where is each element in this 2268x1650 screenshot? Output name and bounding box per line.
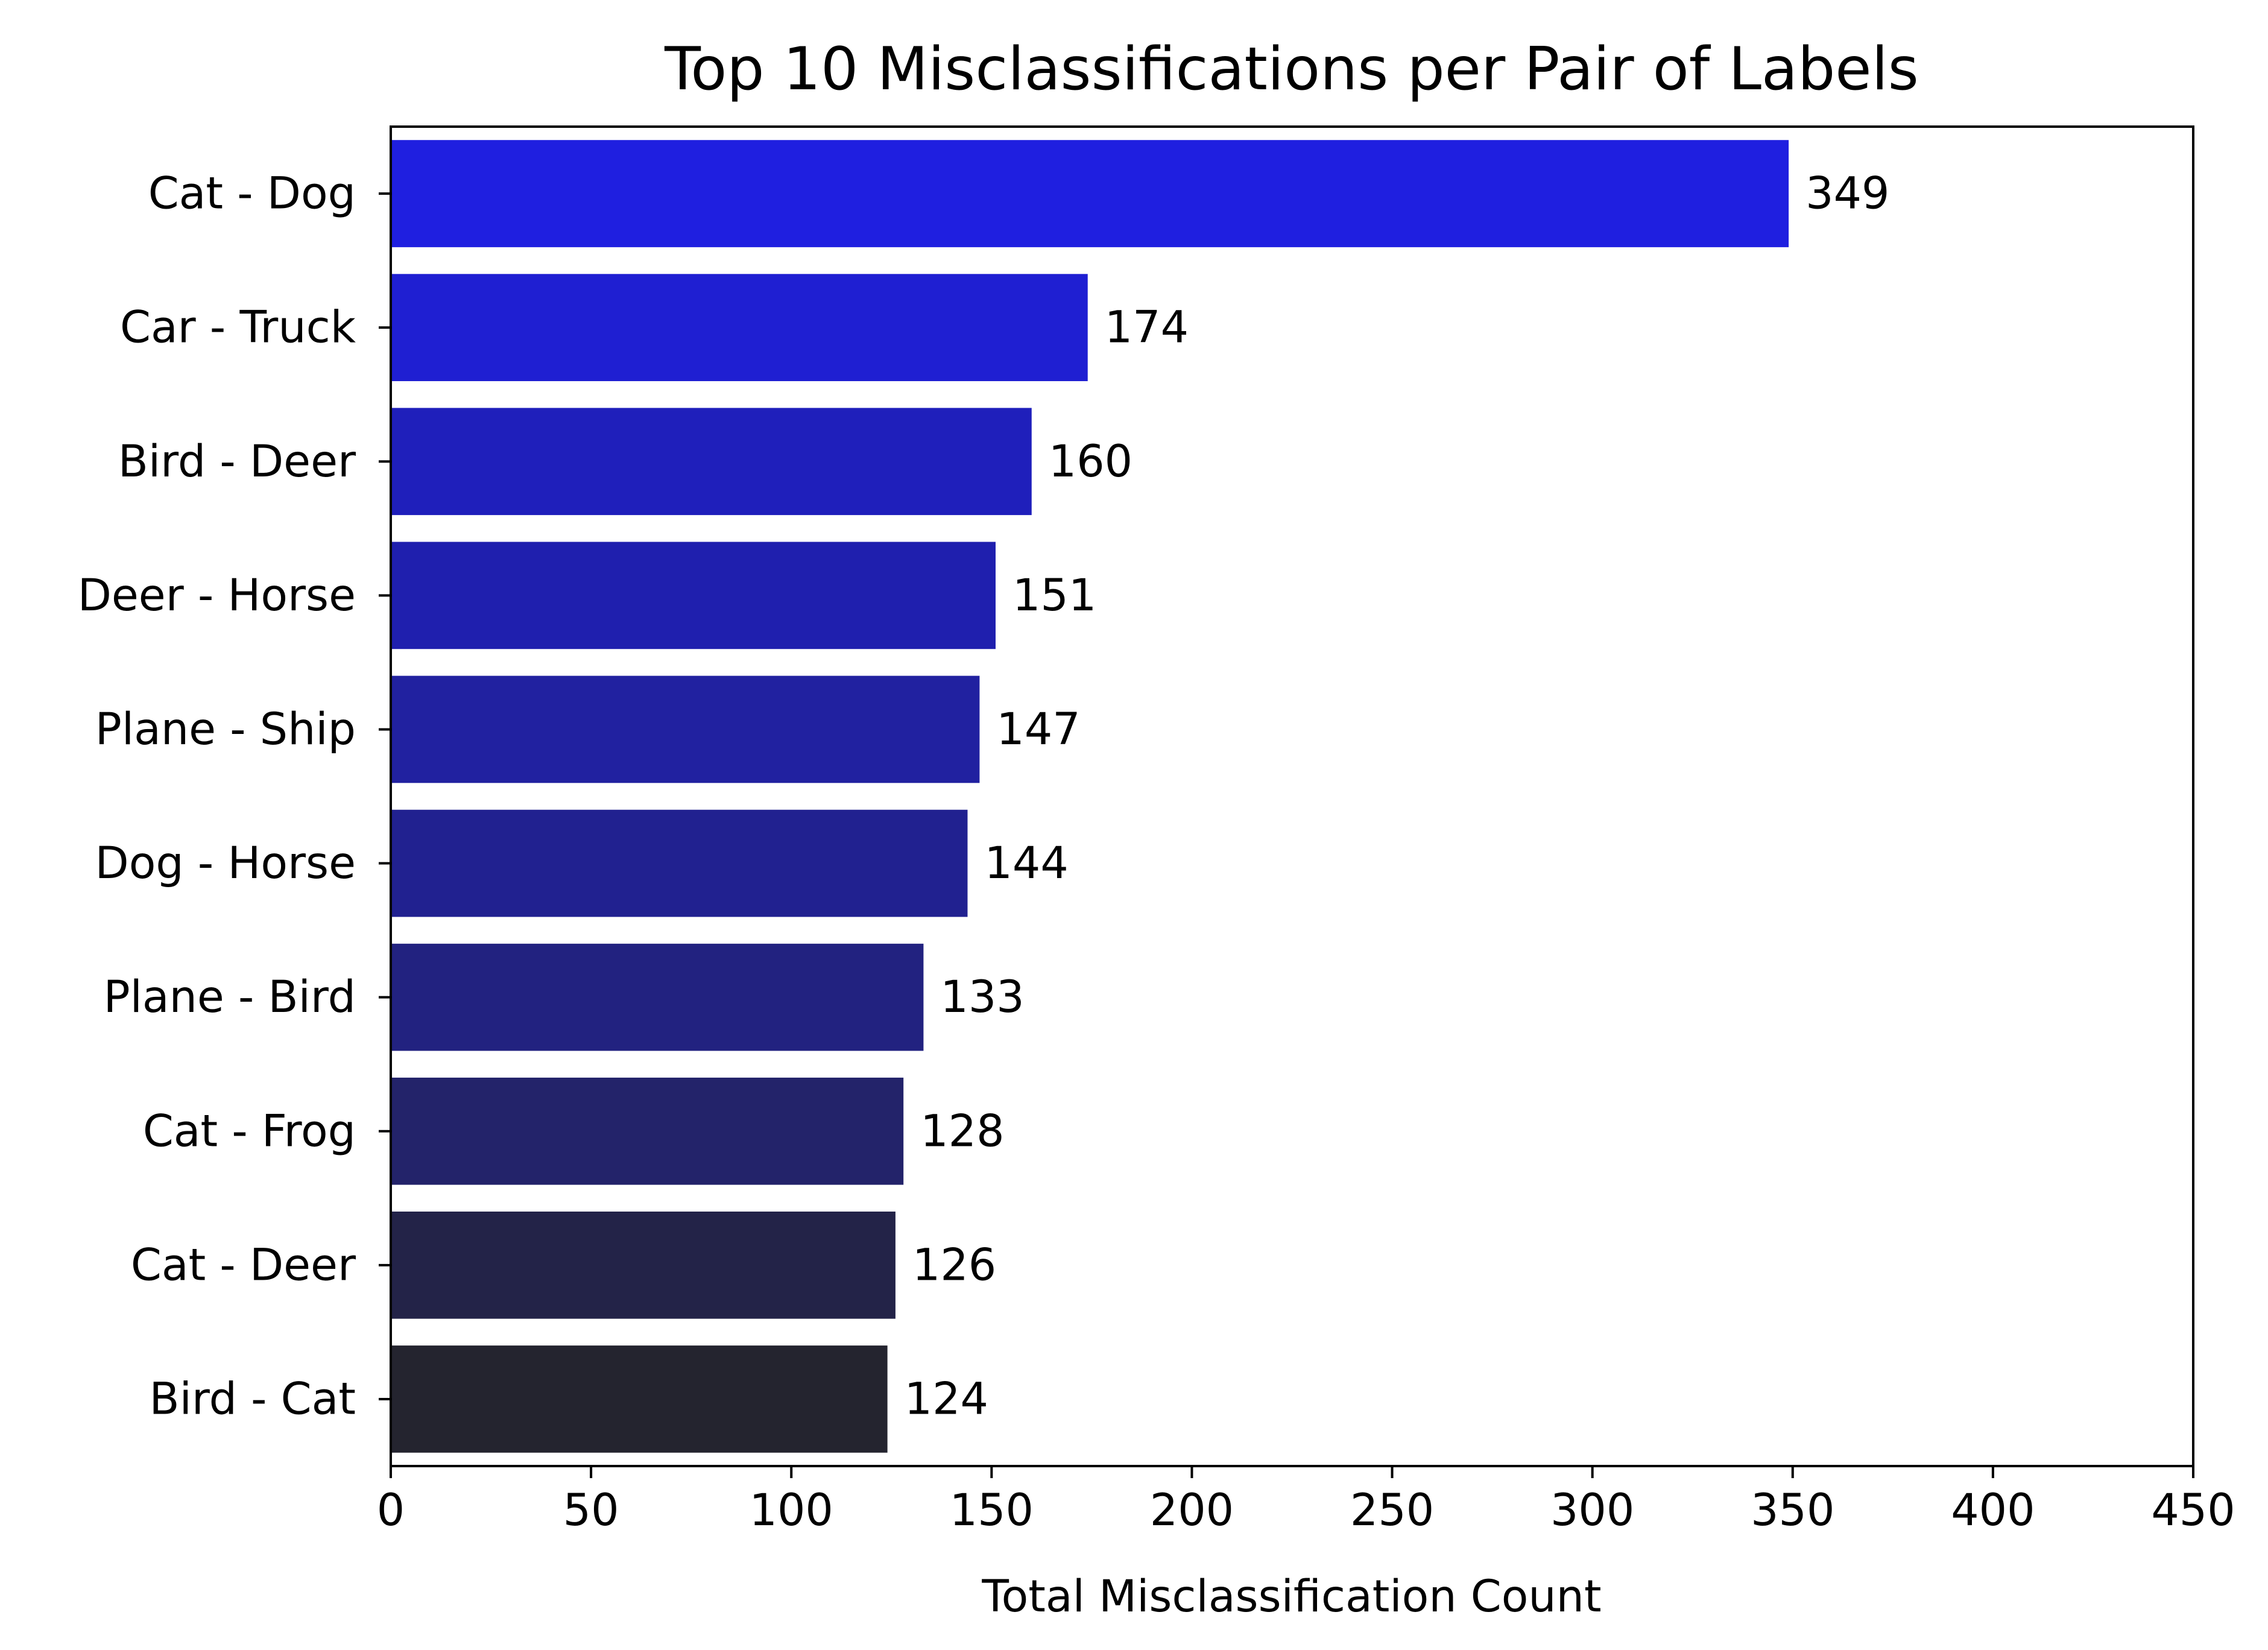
y-tick-label: Deer - Horse [78,570,356,621]
x-axis: 0 50 100 150 200 250 300 350 400 450 [377,1466,2235,1536]
bar-7 [391,1077,904,1185]
value-labels-group: 349 174 160 151 147 144 133 128 126 124 [905,168,1890,1425]
bar-value-label: 124 [905,1373,988,1424]
bar-0 [391,140,1789,247]
bar-5 [391,809,968,917]
plot-frame [390,125,2194,1467]
bar-9 [391,1345,888,1453]
bar-1 [391,274,1088,381]
chart-title: Top 10 Misclassifications per Pair of La… [664,35,1919,104]
y-tick-label: Cat - Dog [148,168,356,220]
bar-4 [391,675,980,783]
bar-value-label: 144 [984,838,1068,889]
bar-value-label: 147 [996,704,1080,755]
bar-value-label: 349 [1805,168,1889,220]
bar-3 [391,542,996,650]
bar-6 [391,943,924,1051]
y-tick-label: Plane - Ship [95,704,356,755]
y-axis: Cat - Dog Car - Truck Bird - Deer Deer - Ho… [78,168,391,1424]
y-tick-label: Dog - Horse [95,838,356,889]
bar-value-label: 126 [912,1239,996,1291]
y-tick-label: Car - Truck [120,302,356,353]
y-tick-label: Bird - Cat [149,1373,356,1424]
x-axis-label: Total Misclassification Count [981,1571,1601,1622]
bar-value-label: 133 [940,972,1024,1023]
y-tick-label: Cat - Deer [131,1239,356,1291]
bar-2 [391,408,1032,516]
x-tick-label: 300 [1550,1485,1634,1536]
x-tick-label: 250 [1350,1485,1434,1536]
x-tick-label: 0 [377,1485,405,1536]
x-tick-label: 100 [750,1485,833,1536]
x-tick-label: 150 [950,1485,1034,1536]
y-tick-label: Plane - Bird [104,972,356,1023]
x-tick-label: 400 [1951,1485,2035,1536]
bar-value-label: 174 [1105,302,1189,353]
bar-value-label: 128 [920,1105,1004,1157]
bar-value-label: 151 [1012,570,1096,621]
bars-group [391,140,1789,1453]
y-tick-label: Bird - Deer [118,436,356,487]
x-tick-label: 450 [2151,1485,2235,1536]
x-tick-label: 50 [563,1485,619,1536]
y-tick-label: Cat - Frog [143,1105,356,1157]
x-tick-label: 350 [1751,1485,1834,1536]
x-tick-label: 200 [1150,1485,1234,1536]
bar-8 [391,1212,896,1319]
bar-value-label: 160 [1049,436,1132,487]
